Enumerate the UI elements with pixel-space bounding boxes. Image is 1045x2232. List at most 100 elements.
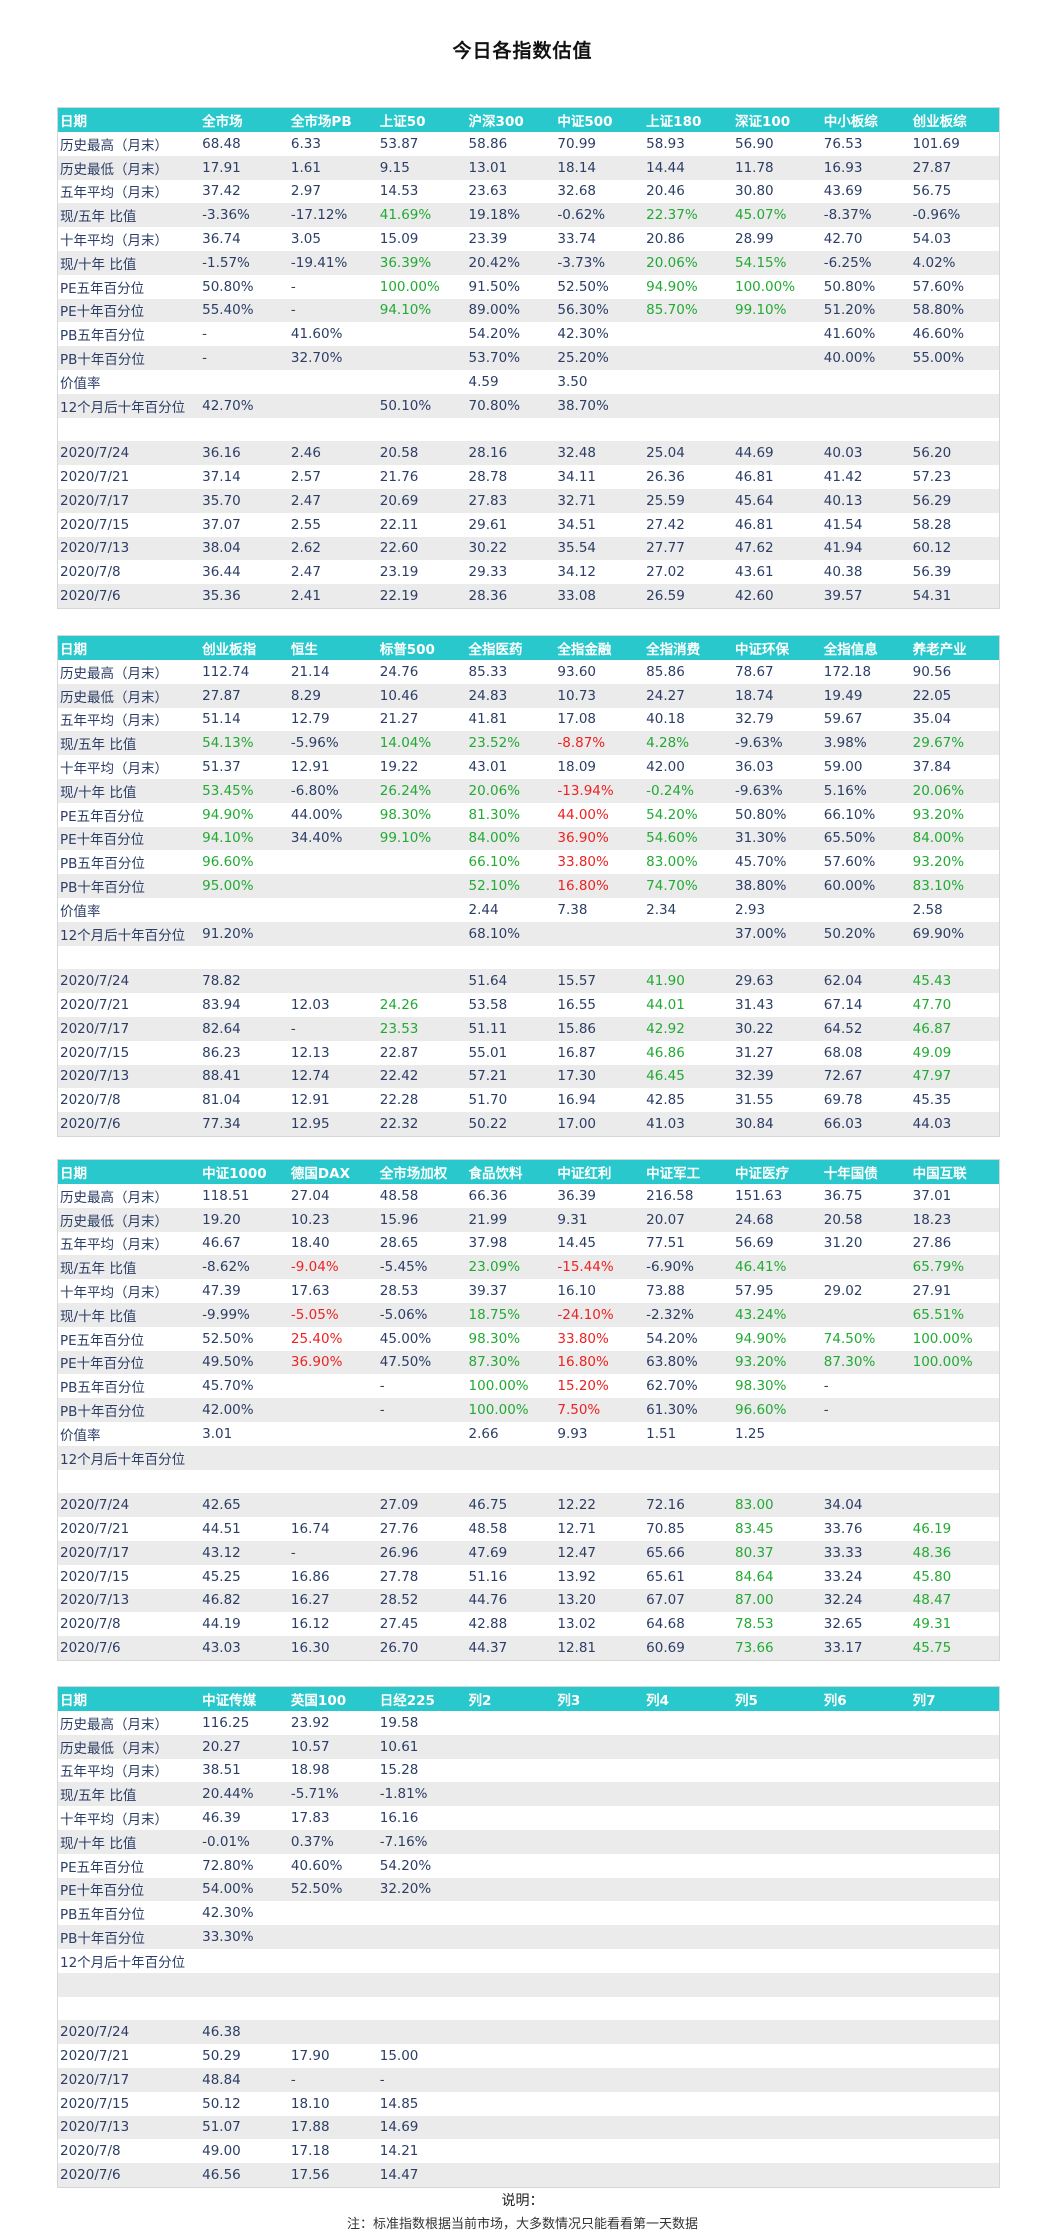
table-cell: 87.30% (466, 1350, 556, 1375)
table-row: 现/十年 比值 53.45% -6.80% 26.24% 20.06% -13.94% -0… (57, 778, 1000, 803)
table-cell: 78.67 (734, 663, 774, 680)
table-cell: 5.16% (821, 778, 911, 803)
table-cell: 67.14 (823, 997, 863, 1014)
table-cell: -5.71% (288, 1782, 378, 1807)
table-row: 2020/7/8 44.19 16.12 27.45 42.88 13.02 64.68 78… (58, 1612, 1000, 1636)
table-cell: 14.45 (557, 1235, 597, 1252)
table-cell (288, 1925, 378, 1949)
table-cell: 19.20 (200, 1207, 289, 1232)
table-cell (821, 1734, 911, 1759)
table-cell: 15.28 (379, 1762, 419, 1779)
row-label: 2020/7/17 (57, 2067, 201, 2092)
table-cell: 22.28 (379, 1092, 419, 1109)
table-cell (288, 874, 378, 898)
table-cell (288, 2020, 378, 2045)
table-cell (288, 1445, 378, 1470)
row-label: 2020/7/6 (57, 1112, 201, 1137)
table-cell (200, 1445, 289, 1470)
table-cell: 28.36 (466, 584, 556, 609)
table-cell: 42.88 (468, 1616, 508, 1633)
table-cell (555, 2163, 645, 2188)
table-cell (822, 1470, 911, 1494)
column-header: 十年国债 (821, 1159, 911, 1184)
table-cell: 45.00% (379, 1330, 432, 1347)
table-cell (732, 2115, 822, 2140)
table-cell: 94.10% (377, 298, 467, 323)
row-label: PE五年百分位 (60, 1332, 145, 1349)
table-row: 12个月后十年百分位 91.20% 68.10% 37.00% 50.20% 69.90% (57, 921, 1000, 946)
table-cell: -19.41% (288, 250, 378, 275)
table-cell: 2.41 (288, 584, 378, 609)
table-cell: 28.99 (734, 231, 774, 248)
table-cell: -0.96% (910, 203, 1000, 228)
table-cell: -15.44% (555, 1255, 645, 1280)
table-cell: 68.08 (823, 1044, 863, 1061)
table-cell: 21.14 (290, 663, 330, 680)
table-cell (733, 946, 822, 970)
table-row: 价值率 3.01 2.66 9.93 1.51 1.25 (58, 1422, 1000, 1446)
row-label: PB十年百分位 (57, 1398, 201, 1422)
table-cell: -9.63% (732, 778, 822, 803)
table-cell: 61.30% (644, 1398, 733, 1422)
table-cell: 51.64 (466, 969, 556, 994)
table-cell: 19.58 (379, 1714, 419, 1731)
table-cell: 80.37 (732, 1540, 822, 1565)
table-cell: 12.13 (290, 1044, 330, 1061)
table-cell: 37.98 (468, 1235, 508, 1252)
table-cell: 36.39% (377, 250, 467, 275)
table-cell: 40.60% (290, 1857, 343, 1874)
table-cell: 20.06% (466, 778, 556, 803)
table-cell: 65.61 (646, 1568, 685, 1585)
table-row: 2020/7/6 77.34 12.95 22.32 50.22 17.00 41.03 30… (57, 1112, 1000, 1137)
row-label (57, 1972, 201, 1997)
table-cell: 85.86 (646, 663, 685, 680)
table-cell (644, 1949, 733, 1973)
table-cell (733, 418, 822, 442)
table-cell: 36.75 (823, 1187, 863, 1204)
table-cell (644, 2163, 733, 2188)
table-row: 2020/7/21 83.94 12.03 24.26 53.58 16.55 44.01 3… (58, 993, 1000, 1017)
table-cell: 59.00 (823, 759, 863, 776)
table-cell: 57.60% (912, 278, 965, 295)
table-cell: 3.50 (557, 373, 588, 390)
table-cell: 49.09 (912, 1044, 952, 1061)
table-cell (200, 1972, 289, 1997)
row-label: 十年平均（月末） (60, 761, 168, 778)
table-cell (288, 393, 378, 418)
table-cell: 51.70 (468, 1092, 508, 1109)
table-cell: 33.76 (823, 1521, 863, 1538)
table-cell (288, 921, 378, 946)
table-cell (732, 1829, 822, 1854)
table-cell (644, 2092, 733, 2116)
table-cell: 54.20% (379, 1857, 432, 1874)
table-cell: -6.80% (288, 778, 378, 803)
table-cell (822, 1806, 911, 1830)
table-cell (821, 2020, 911, 2045)
table-cell: 47.62 (732, 536, 822, 561)
table-cell: 19.49 (821, 683, 911, 708)
table-cell: 43.24% (732, 1302, 822, 1327)
table-row: PB五年百分位 - 41.60% 54.20% 42.30% 41.60% 46.60% (58, 322, 1000, 346)
table-cell: 37.07 (202, 516, 241, 533)
column-header: 全指信息 (821, 635, 911, 660)
table-cell: 46.56 (200, 2163, 289, 2188)
table-row: 2020/7/17 43.12-26.96 47.69 12.47 65.66 80.37… (57, 1540, 1000, 1565)
table-cell: 77.51 (646, 1235, 685, 1252)
row-label: PB十年百分位 (57, 874, 201, 898)
table-cell: 83.10% (910, 874, 1000, 898)
table-cell: 27.02 (646, 564, 685, 581)
row-label: 2020/7/13 (57, 2115, 201, 2140)
table-cell: 27.91 (912, 1283, 952, 1300)
table-row: 现/五年 比值 54.13% -5.96% 14.04% 23.52% -8.87% 4.2… (57, 731, 1000, 756)
table-cell (911, 1949, 1000, 1973)
table-cell (822, 370, 911, 394)
table-cell (555, 2067, 645, 2092)
row-label: 十年平均（月末） (60, 1285, 168, 1302)
table-cell: 20.58 (377, 441, 467, 466)
table-row: 五年平均（月末） 38.51 18.98 15.28 (58, 1759, 1000, 1783)
table-row: 历史最低（月末） 27.87 8.29 10.46 24.83 10.73 24.27 18.… (57, 683, 1000, 708)
table-cell (821, 1302, 911, 1327)
column-header: 全指医药 (466, 635, 556, 660)
table-cell: -8.62% (200, 1255, 289, 1280)
row-label: 现/五年 比值 (57, 1782, 201, 1807)
